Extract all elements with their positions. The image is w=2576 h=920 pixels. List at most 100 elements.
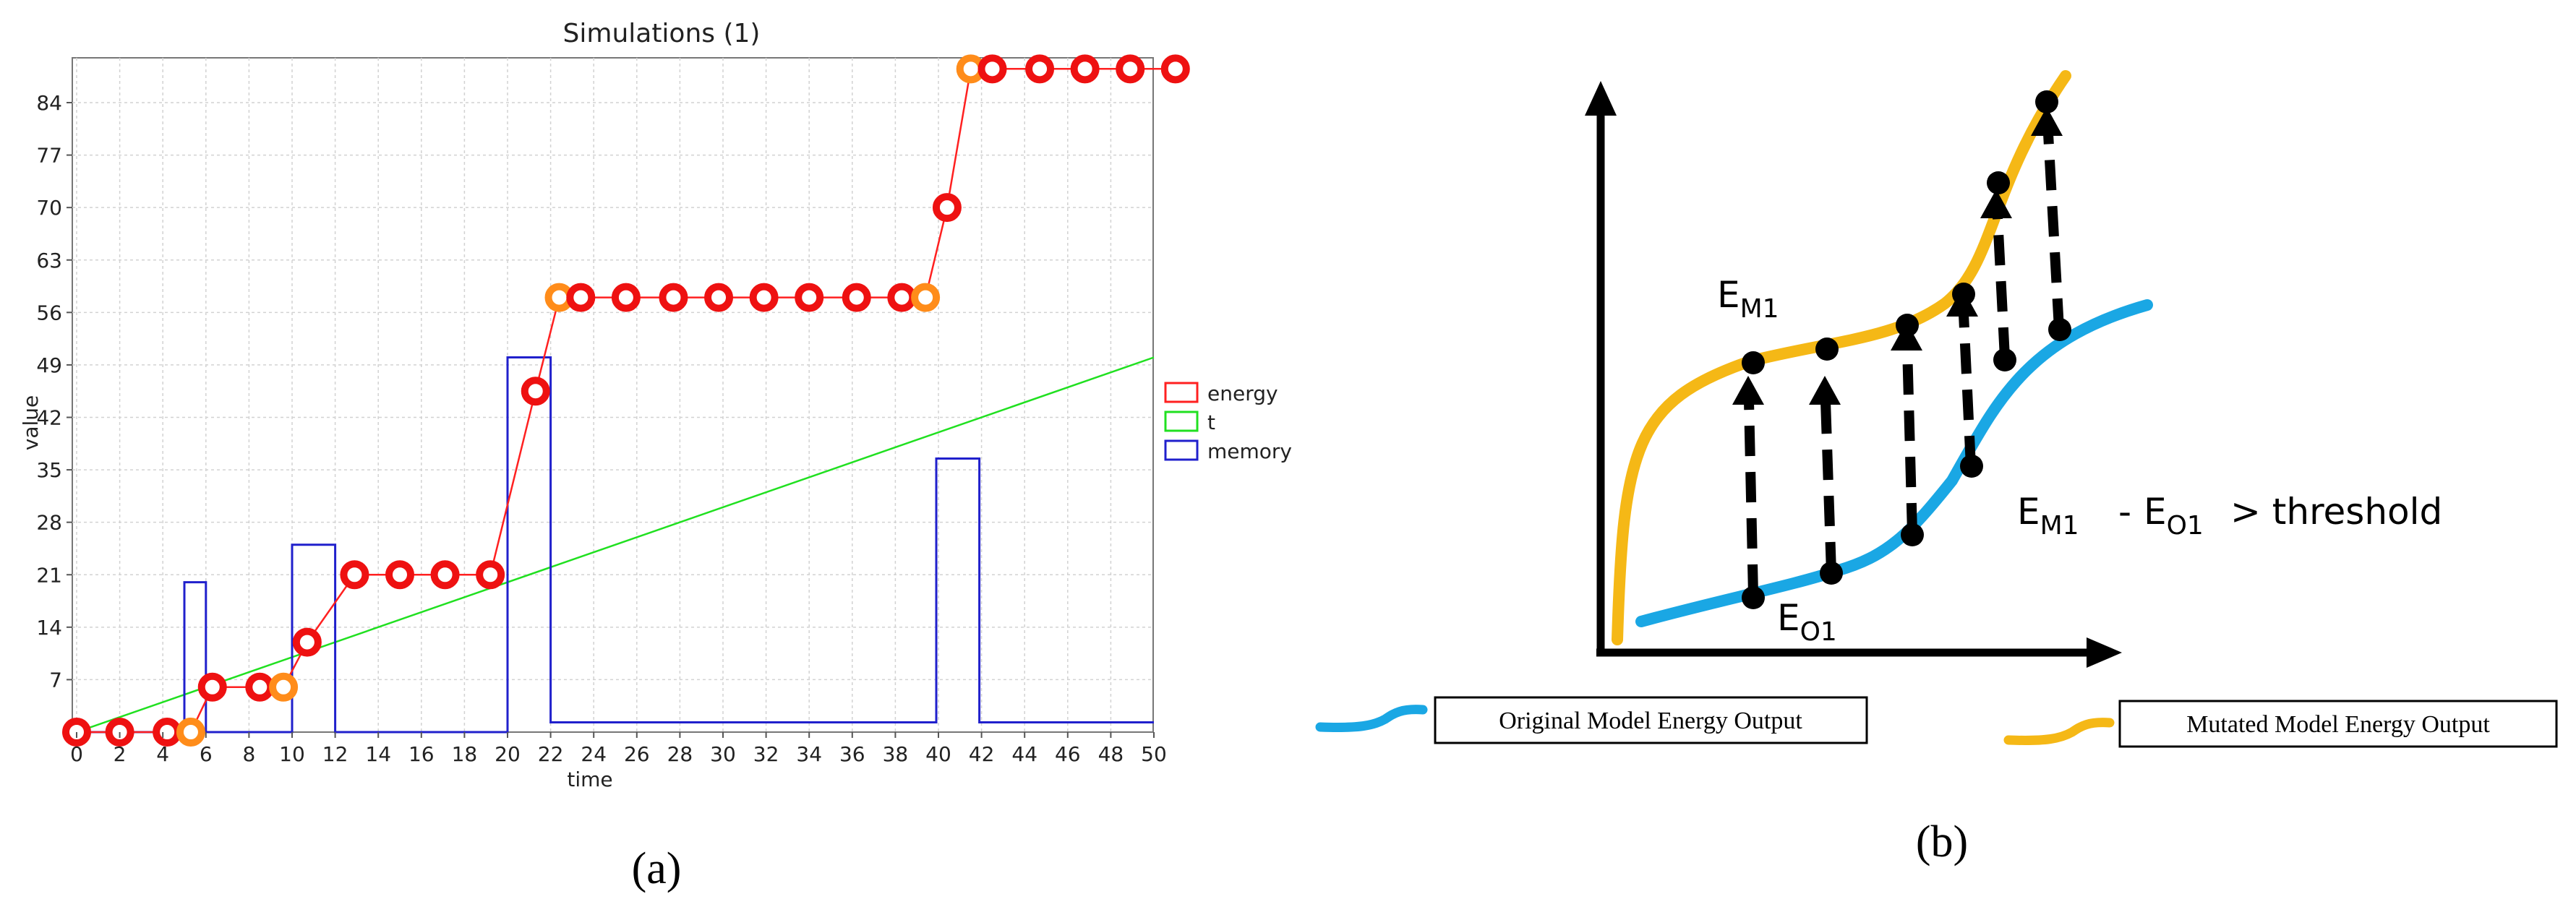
y-tick-label: 7 <box>49 668 62 692</box>
threshold-formula: EM1- EO1 > threshold <box>2017 491 2442 541</box>
energy-point <box>566 283 596 312</box>
original-point-5 <box>1993 348 2016 371</box>
x-tick-label: 8 <box>242 742 255 766</box>
grid-lines <box>72 58 1153 732</box>
energy-point <box>476 560 505 590</box>
x-tick-label: 2 <box>114 742 127 766</box>
energy-point <box>292 627 322 657</box>
y-tick-label: 28 <box>36 511 62 535</box>
y-tick-label: 70 <box>36 196 62 220</box>
y-tick-label: 77 <box>36 144 62 168</box>
y-tick-label: 63 <box>36 249 62 272</box>
energy-point <box>1025 54 1055 84</box>
eo1-label: EO1 <box>1777 597 1837 647</box>
x-tick-labels: 0 2 4 6 8 10 12 14 16 18 20 22 24 26 28 30 32 34 36 38 40 42 4… <box>70 732 1167 766</box>
energy-point <box>521 377 550 406</box>
dashed-arrow-5 <box>1993 216 2010 358</box>
original-point-3 <box>1901 523 1924 546</box>
x-tick-label: 48 <box>1098 742 1124 766</box>
legend-label-mutated: Mutated Model Energy Output <box>2186 711 2490 738</box>
energy-point <box>1116 54 1145 84</box>
schematic-legend: Original Model Energy Output Mutated Mod… <box>1315 696 2558 748</box>
dashed-arrow-6 <box>2043 133 2064 330</box>
energy-point <box>269 672 299 702</box>
x-tick-label: 16 <box>408 742 435 766</box>
original-point-6 <box>2048 318 2071 341</box>
energy-point <box>1070 54 1100 84</box>
original-model-curve <box>1635 299 2153 627</box>
x-tick-label: 24 <box>581 742 607 766</box>
y-tick-label: 84 <box>36 91 62 115</box>
legend-swatch-mutated <box>2003 718 2115 745</box>
arrowhead-1 <box>1732 376 1764 405</box>
energy-point <box>842 283 871 312</box>
arrowhead-6 <box>2031 107 2063 136</box>
chart-legend: energy t memory <box>1164 382 1292 463</box>
chart-title: Simulations (1) <box>563 19 761 48</box>
legend-label-t: t <box>1207 410 1215 434</box>
panel-label-b: (b) <box>1916 817 1968 867</box>
mutated-point-4 <box>1952 283 1975 306</box>
energy-point <box>932 193 962 223</box>
original-point-4 <box>1960 455 1983 478</box>
dashed-arrow-3 <box>1902 346 1917 534</box>
y-tick-label: 14 <box>36 616 62 640</box>
x-tick-label: 50 <box>1141 742 1167 766</box>
x-tick-label: 38 <box>883 742 909 766</box>
y-axis-arrowhead <box>1585 81 1617 116</box>
original-point-1 <box>1742 586 1765 609</box>
energy-point <box>385 560 414 590</box>
x-tick-label: 12 <box>322 742 348 766</box>
x-tick-label: 32 <box>753 742 779 766</box>
x-tick-label: 42 <box>969 742 995 766</box>
legend-label-energy: energy <box>1207 382 1278 405</box>
x-tick-label: 18 <box>452 742 478 766</box>
x-tick-label: 4 <box>156 742 169 766</box>
energy-point <box>611 283 641 312</box>
energy-point <box>749 283 779 312</box>
series-line-t <box>76 356 1155 734</box>
x-tick-label: 22 <box>538 742 564 766</box>
energy-point <box>340 560 369 590</box>
simulation-chart: Simulations (1) 0 2 4 6 8 10 12 14 16 18 20 22 24 26 2… <box>19 19 1292 893</box>
legend-box-original <box>1434 696 1868 744</box>
x-tick-label: 14 <box>365 742 391 766</box>
dashed-arrow-1 <box>1744 400 1758 596</box>
x-tick-label: 20 <box>495 742 521 766</box>
plot-area <box>72 57 1154 733</box>
legend-swatch-memory <box>1164 439 1199 461</box>
original-point-2 <box>1820 562 1843 585</box>
x-tick-label: 40 <box>925 742 951 766</box>
x-tick-label: 26 <box>624 742 650 766</box>
energy-point <box>430 560 460 590</box>
energy-point <box>659 283 688 312</box>
y-tick-label: 56 <box>36 301 62 324</box>
x-tick-label: 0 <box>70 742 83 766</box>
x-axis-arrowhead <box>2087 637 2122 668</box>
arrowhead-5 <box>1980 189 2012 218</box>
energy-point <box>197 672 227 702</box>
y-tick-label: 42 <box>36 406 62 430</box>
y-axis-label: value <box>19 395 43 450</box>
energy-point <box>704 283 734 312</box>
arrowhead-2 <box>1809 376 1841 405</box>
energy-point <box>176 718 205 747</box>
dashed-arrow-2 <box>1820 400 1836 573</box>
y-tick-label: 49 <box>36 353 62 377</box>
dashed-arrow-4 <box>1959 314 1976 467</box>
legend-label-original: Original Model Energy Output <box>1499 708 1802 734</box>
energy-point <box>1160 54 1190 84</box>
x-tick-label: 28 <box>667 742 693 766</box>
energy-point <box>153 718 182 747</box>
energy-point <box>911 283 941 312</box>
x-tick-label: 36 <box>839 742 865 766</box>
mutated-point-6 <box>2035 90 2058 113</box>
legend-label-memory: memory <box>1207 439 1292 463</box>
legend-swatch-t <box>1164 410 1199 432</box>
x-axis-label: time <box>567 768 612 791</box>
x-tick-label: 44 <box>1011 742 1037 766</box>
x-tick-label: 30 <box>710 742 736 766</box>
em1-label: EM1 <box>1717 274 1779 324</box>
y-tick-label: 21 <box>36 563 62 587</box>
x-tick-label: 10 <box>279 742 305 766</box>
